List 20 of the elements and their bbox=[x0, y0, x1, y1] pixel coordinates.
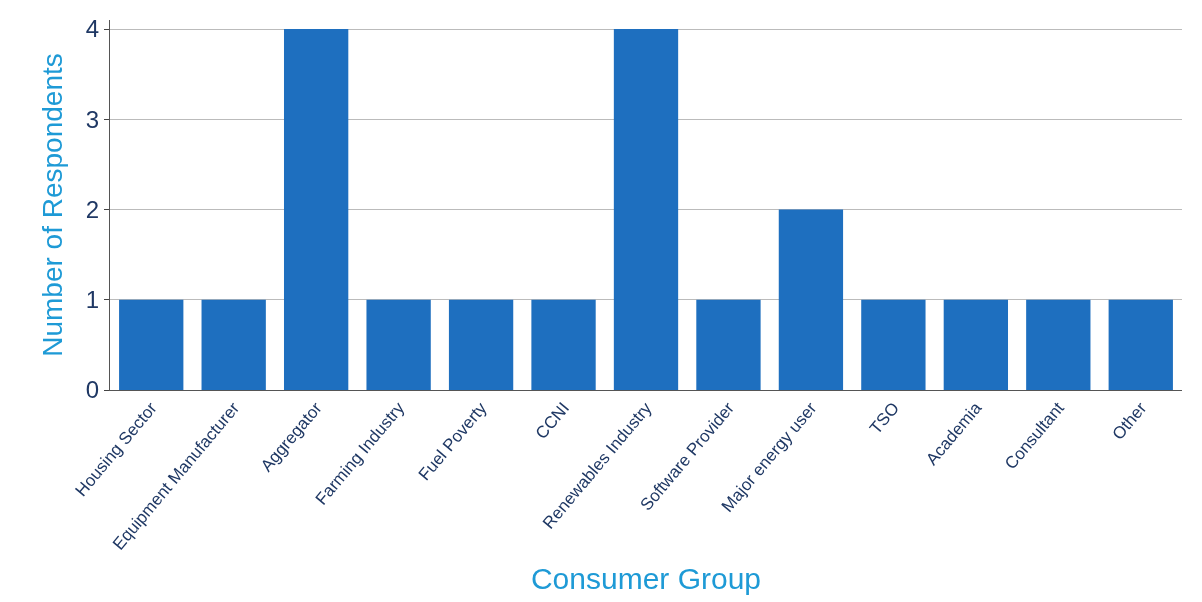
bar bbox=[283, 29, 349, 390]
bar bbox=[119, 299, 184, 390]
bar bbox=[531, 299, 596, 390]
bar bbox=[778, 209, 844, 390]
bar bbox=[201, 299, 266, 390]
y-tick-label: 0 bbox=[85, 376, 100, 404]
bar bbox=[366, 299, 431, 390]
y-tick-label: 3 bbox=[85, 105, 100, 133]
bar bbox=[448, 299, 514, 390]
x-axis-title: Consumer Group bbox=[530, 562, 762, 596]
bar bbox=[1026, 299, 1091, 390]
bar bbox=[861, 299, 926, 390]
y-tick-label: 1 bbox=[85, 286, 100, 314]
y-axis-title: Number of Respondents bbox=[36, 53, 68, 357]
bar bbox=[1108, 299, 1173, 390]
bar bbox=[696, 299, 761, 390]
y-tick-label: 2 bbox=[85, 195, 100, 223]
bar bbox=[943, 299, 1009, 390]
bar bbox=[613, 29, 679, 390]
y-tick-label: 4 bbox=[85, 15, 100, 43]
